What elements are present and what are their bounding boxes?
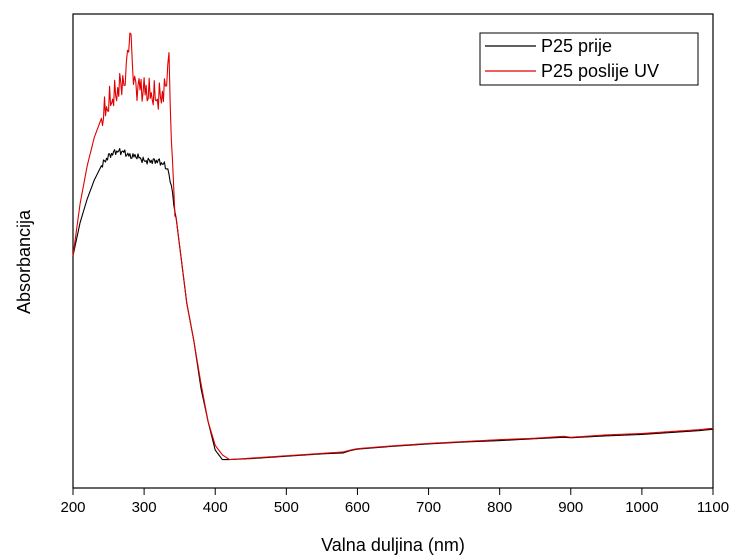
- series-layer: [72, 32, 714, 461]
- y-axis-title: Absorbancija: [14, 209, 34, 314]
- x-tick-label: 1100: [697, 499, 729, 516]
- plot-area: [72, 13, 714, 489]
- legend-label-p25-poslije-uv: P25 poslije UV: [541, 61, 659, 81]
- x-tick-label: 200: [60, 499, 85, 516]
- x-tick-label: 600: [345, 499, 370, 516]
- axis-ticks: 200 300 400 500 600 700 800 900 1000 1100: [60, 488, 729, 516]
- x-tick-label: 400: [203, 499, 228, 516]
- x-tick-label: 1000: [625, 499, 658, 516]
- x-tick-label: 700: [416, 499, 441, 516]
- legend: P25 prije P25 poslije UV: [479, 32, 699, 86]
- legend-box: [479, 32, 699, 86]
- series-line-p25-poslije-uv: [72, 32, 714, 461]
- x-tick-label: 300: [132, 499, 157, 516]
- legend-label-p25-prije: P25 prije: [541, 36, 612, 56]
- x-tick-label: 900: [558, 499, 583, 516]
- x-axis-title: Valna duljina (nm): [321, 535, 465, 555]
- x-tick-label: 500: [274, 499, 299, 516]
- x-tick-label: 800: [487, 499, 512, 516]
